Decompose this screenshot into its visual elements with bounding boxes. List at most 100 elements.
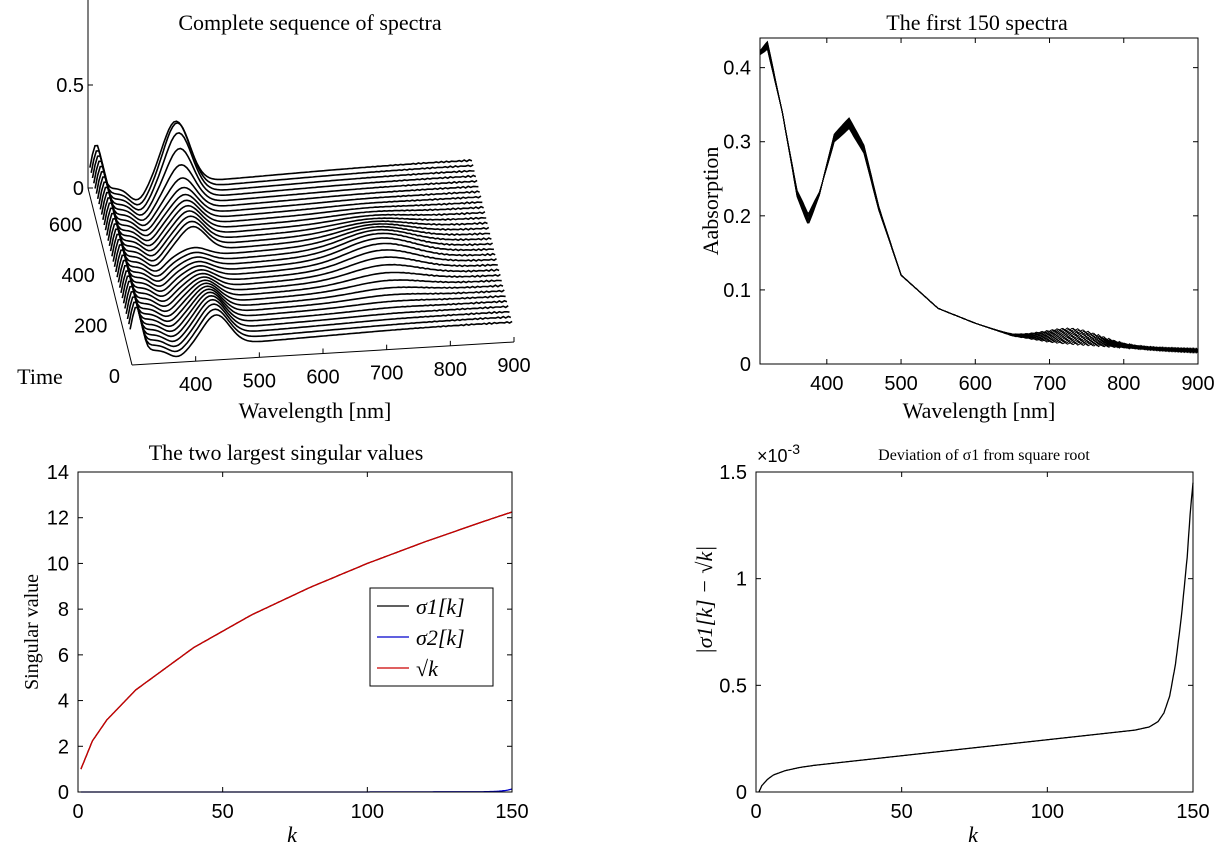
y-tick-label: 0	[736, 782, 747, 804]
y-tick-label: 400	[61, 265, 94, 287]
waterfall-spectrum	[107, 217, 491, 272]
y-tick-label: 2	[58, 736, 69, 758]
waterfall-panel: Complete sequence of spectra 400 500 600 70…	[17, 0, 531, 423]
deviation-plot-frame	[755, 471, 1194, 793]
legend-label-sigma2: σ2[k]	[416, 625, 465, 650]
y-tick-label: 12	[47, 508, 69, 530]
x-tick-label: 800	[1107, 373, 1140, 395]
waterfall-spectrum	[111, 233, 494, 287]
waterfall-spectrum	[91, 132, 475, 211]
deviation-x-ticks: 0 50 100 150	[750, 472, 1210, 823]
waterfall-spectrum	[99, 186, 483, 242]
singular-x-ticks: 0 50 100 150	[72, 472, 529, 823]
x-tick-label: 800	[434, 359, 467, 381]
singular-ylabel: Singular value	[21, 574, 43, 690]
waterfall-spectrum	[104, 207, 488, 262]
x-tick-label: 500	[884, 373, 917, 395]
x-tick-label: 0	[72, 801, 83, 823]
x-tick-label: 600	[959, 373, 992, 395]
y-tick-label: 10	[47, 553, 69, 575]
spectrum-line	[759, 45, 1199, 354]
y-tick-label: 0	[740, 354, 751, 376]
waterfall-spectrum	[121, 275, 505, 328]
y-tick-label: 0.5	[719, 675, 747, 697]
deviation-panel: Deviation of σ1 from square root ×10-3 0…	[692, 441, 1210, 847]
spectrum-line	[759, 41, 1199, 354]
waterfall-spectrum	[96, 176, 481, 232]
y-tick-label: 1.5	[719, 462, 747, 484]
waterfall-spectrum	[89, 120, 473, 201]
y-tick-label: 14	[47, 462, 69, 484]
waterfall-spectrum	[113, 243, 497, 298]
z-tick-label: 0.5	[56, 75, 84, 97]
waterfall-spectrum	[103, 202, 487, 257]
deviation-line	[758, 482, 1194, 793]
x-tick-label: 400	[179, 374, 212, 396]
spectra-lines	[759, 40, 1199, 354]
waterfall-spectrum	[117, 259, 501, 313]
x-tick-label: 0	[750, 801, 761, 823]
z-tick-label: 0	[73, 178, 84, 200]
x-tick-label: 700	[370, 363, 403, 385]
spectrum-line	[759, 43, 1199, 354]
waterfall-spectrum	[95, 170, 479, 227]
y-tick-label: 0	[109, 366, 120, 388]
waterfall-spectrum	[109, 228, 494, 282]
spectrum-line	[759, 44, 1199, 354]
waterfall-spectrum	[128, 301, 512, 353]
deviation-exponent: ×10-3	[757, 441, 800, 466]
y-tick-label: 200	[74, 315, 107, 337]
waterfall-spectrum	[106, 212, 490, 267]
singular-legend: σ1[k] σ2[k] √k	[369, 587, 494, 687]
y-tick-label: 6	[58, 645, 69, 667]
spectrum-line	[759, 42, 1199, 354]
spectrum-line	[759, 47, 1199, 354]
spectra-title: The first 150 spectra	[886, 10, 1068, 35]
deviation-xlabel: k	[968, 822, 979, 847]
singular-title: The two largest singular values	[149, 440, 424, 465]
waterfall-spectrum	[94, 163, 478, 222]
x-tick-label: 900	[1181, 373, 1214, 395]
waterfall-spectrum	[108, 223, 492, 277]
waterfall-x-ticks: 400 500 600 700 800 900	[179, 337, 531, 396]
waterfall-spectrum	[122, 280, 506, 333]
x-tick-label: 700	[1033, 373, 1066, 395]
waterfall-y-ticks: 0 200 400 600	[49, 214, 120, 388]
singular-plot-frame	[77, 471, 513, 793]
y-tick-label: 600	[49, 214, 82, 236]
waterfall-spectra	[89, 120, 513, 358]
deviation-title: Deviation of σ1 from square root	[878, 447, 1090, 464]
waterfall-spectrum	[102, 196, 486, 252]
spectrum-line	[759, 43, 1199, 354]
spectra-x-ticks: 400 500 600 700 800 900	[810, 38, 1215, 395]
waterfall-spectrum	[124, 285, 508, 338]
x-tick-label: 400	[810, 373, 843, 395]
legend-label-sqrtk: √k	[416, 656, 439, 681]
y-tick-label: 0.3	[723, 132, 751, 154]
waterfall-spectrum	[118, 264, 502, 318]
time-axis-line	[87, 187, 133, 366]
singular-y-ticks: 0 2 4 6 8 10 12 14	[47, 462, 512, 804]
x-tick-label: 50	[891, 801, 913, 823]
waterfall-spectrum	[126, 296, 510, 348]
waterfall-z-ticks: 00.51	[56, 75, 93, 200]
x-tick-label: 900	[497, 355, 530, 377]
spectrum-line	[759, 41, 1199, 354]
waterfall-spectrum	[120, 270, 504, 323]
spectrum-line	[759, 46, 1199, 354]
waterfall-title: Complete sequence of spectra	[178, 10, 442, 35]
spectrum-line	[759, 40, 1199, 354]
y-tick-label: 8	[58, 599, 69, 621]
waterfall-spectrum	[90, 121, 474, 206]
singular-values-panel: The two largest singular values 0 50 100 15…	[21, 440, 529, 847]
x-tick-label: 150	[1176, 801, 1209, 823]
waterfall-spectrum	[98, 181, 482, 237]
y-tick-label: 0.1	[723, 280, 751, 302]
spectrum-line	[759, 44, 1199, 354]
waterfall-spectrum	[115, 249, 498, 303]
x-tick-label: 500	[243, 370, 276, 392]
singular-xlabel: k	[287, 822, 298, 847]
spectra-panel: The first 150 spectra 400 500 600 700 800 900…	[698, 10, 1215, 423]
spectra-xlabel: Wavelength [nm]	[903, 398, 1056, 423]
